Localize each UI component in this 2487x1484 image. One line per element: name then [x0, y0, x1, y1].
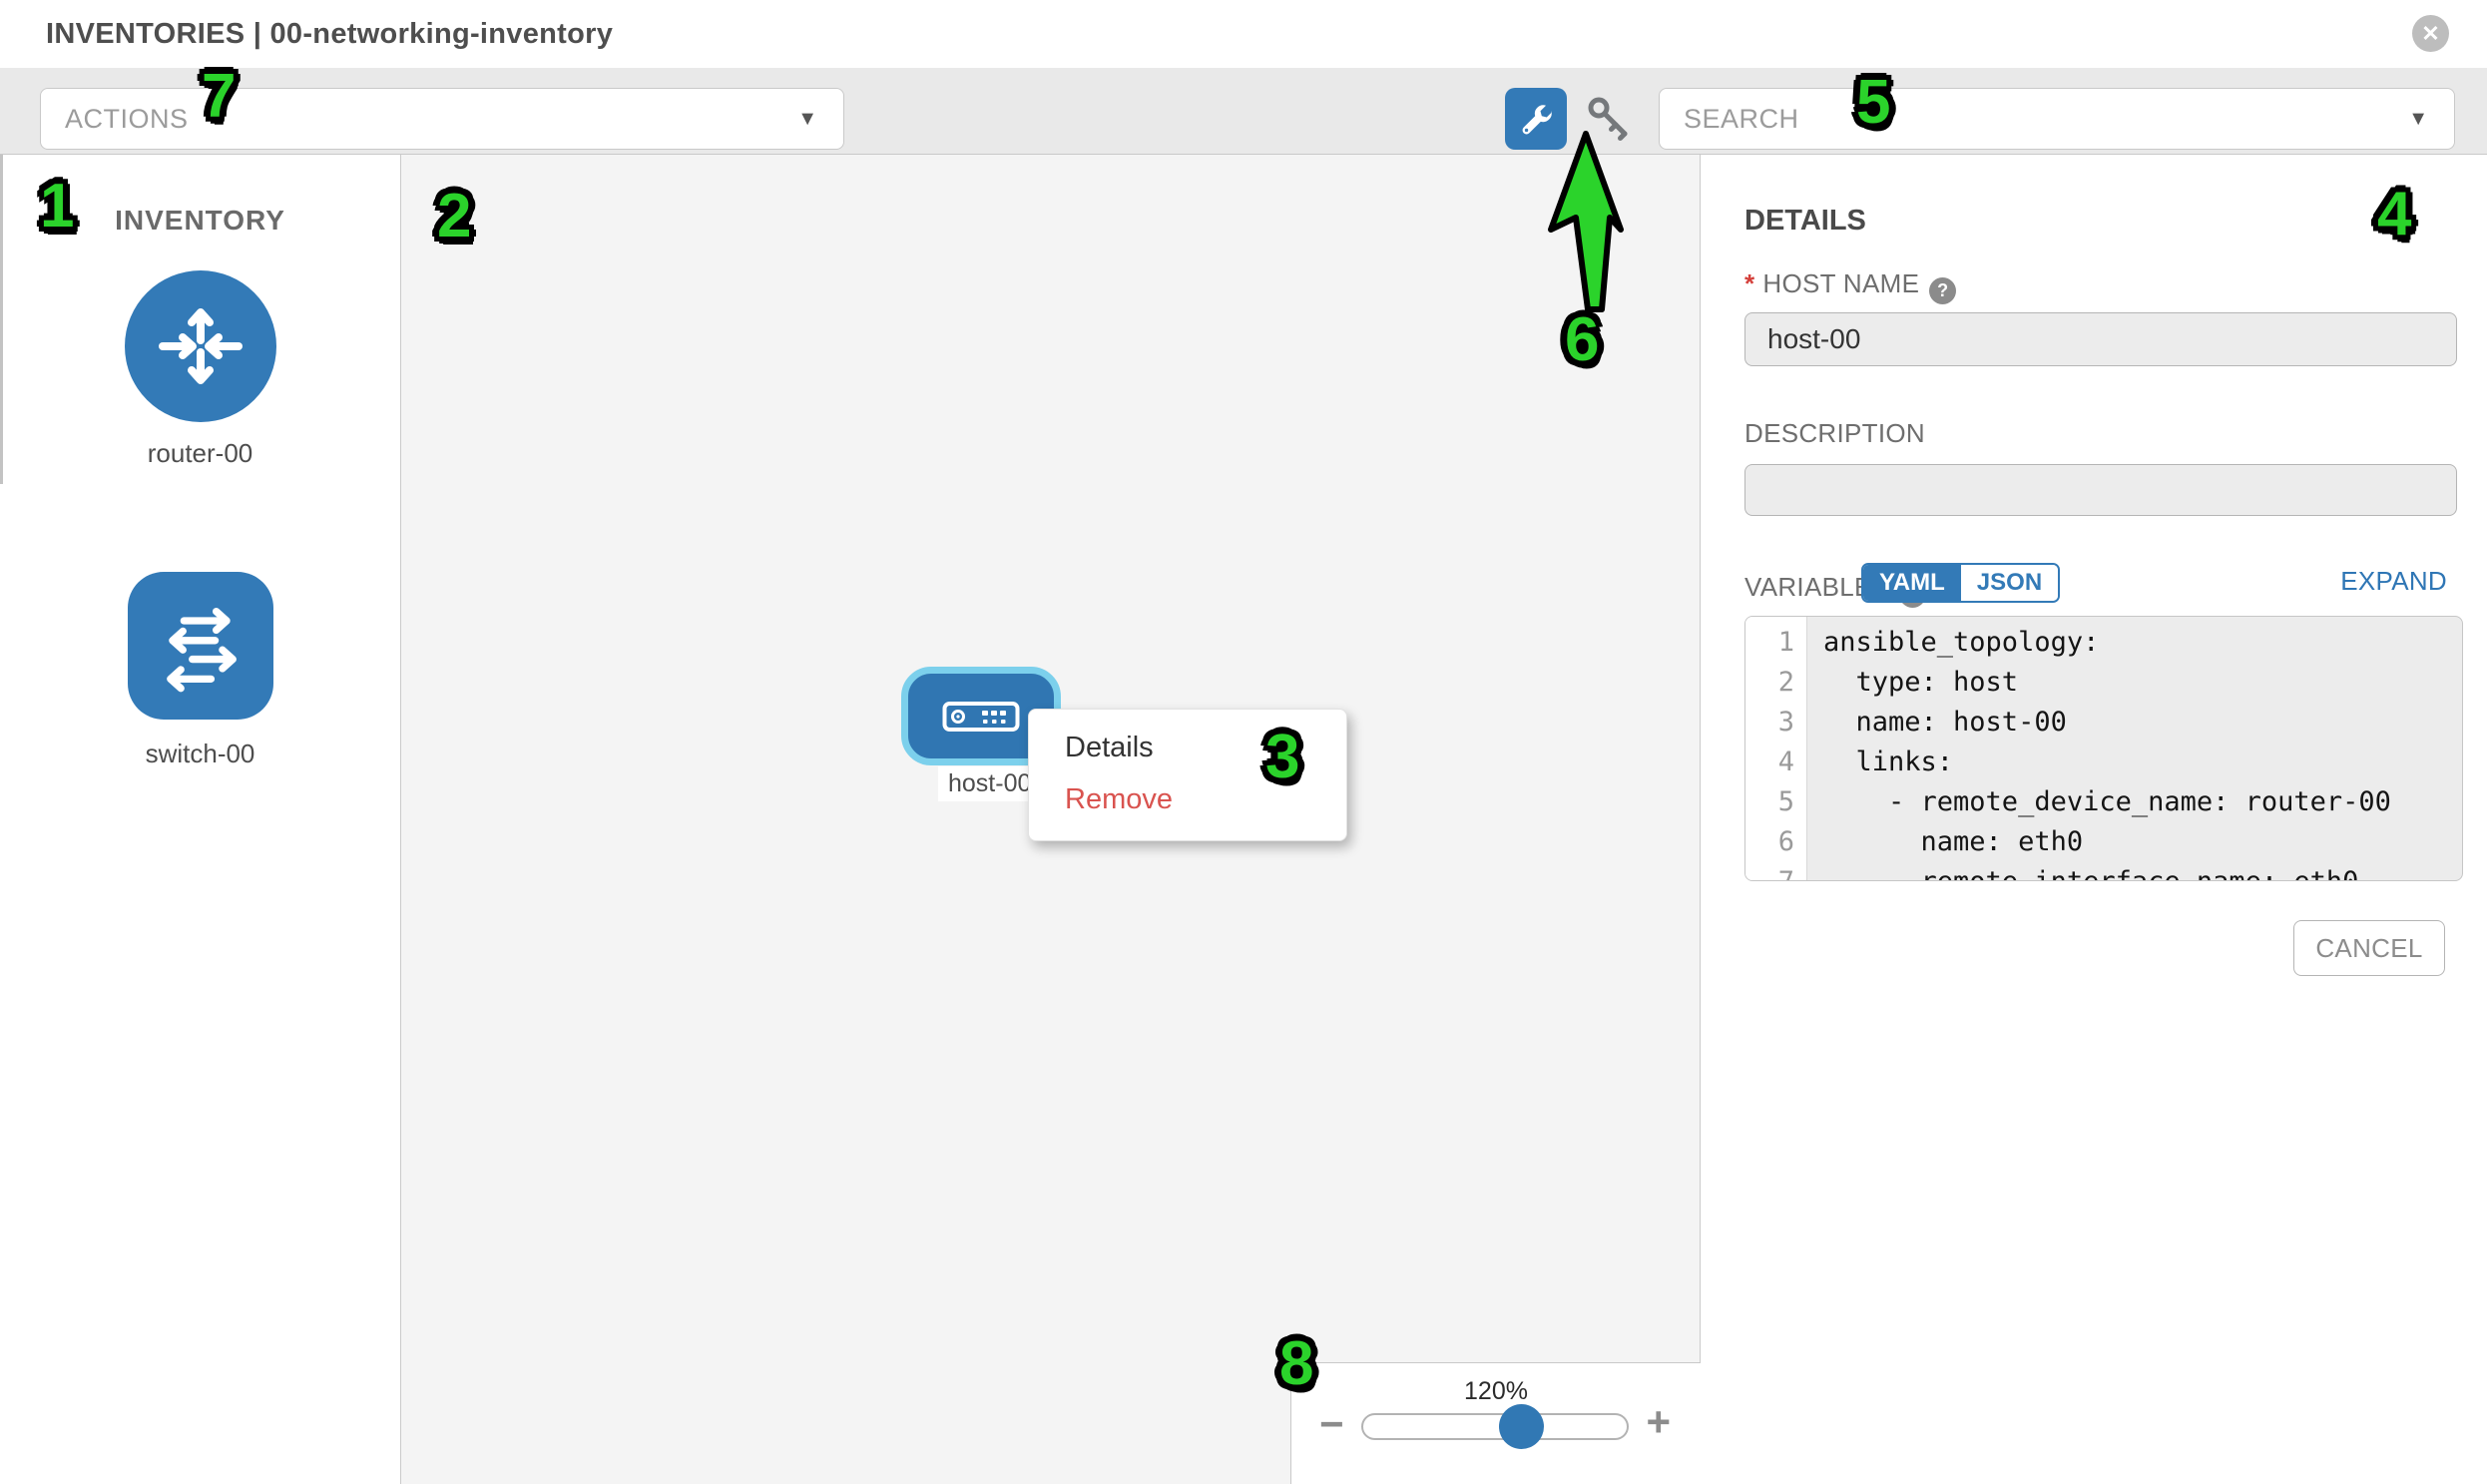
- code-content: ansible_topology: type: host name: host-…: [1807, 617, 2462, 880]
- details-title: DETAILS: [1744, 205, 1866, 237]
- zoom-out-button[interactable]: −: [1319, 1400, 1344, 1447]
- code-line: name: eth0: [1823, 826, 2084, 857]
- zoom-level-value: 120%: [1464, 1377, 1528, 1405]
- palette-title: INVENTORY: [115, 205, 285, 236]
- page-title: INVENTORIES | 00-networking-inventory: [46, 18, 614, 50]
- actions-dropdown[interactable]: ACTIONS ▼: [40, 88, 844, 150]
- host-node-label: host-00: [938, 766, 1042, 801]
- details-panel: DETAILS *HOST NAME? DESCRIPTION VARIABLE…: [1701, 155, 2487, 1484]
- inventory-palette: INVENTORY router-00: [0, 155, 401, 1484]
- annotation-8: 8: [1279, 1329, 1314, 1398]
- cancel-button[interactable]: CANCEL: [2293, 920, 2445, 976]
- annotation-6: 6: [1565, 305, 1600, 374]
- topology-canvas[interactable]: host-00 Details Remove 120% − +: [401, 155, 1701, 1484]
- code-line: name: host-00: [1823, 707, 2067, 738]
- zoom-slider-thumb[interactable]: [1499, 1404, 1545, 1449]
- actions-dropdown-label: ACTIONS: [65, 104, 189, 134]
- code-gutter: 1 2 3 4 5 6 7: [1745, 617, 1807, 880]
- code-line-number: 2: [1777, 667, 1794, 698]
- code-line: ansible_topology:: [1823, 627, 2100, 658]
- annotation-3: 3: [1265, 723, 1300, 791]
- zoom-widget: 120% − +: [1290, 1362, 1701, 1484]
- menu-item-details[interactable]: Details: [1065, 732, 1154, 763]
- code-line-number: 5: [1777, 786, 1794, 817]
- code-line-number: 7: [1745, 862, 1806, 880]
- host-name-input[interactable]: [1744, 312, 2457, 366]
- code-line-number: 3: [1777, 707, 1794, 738]
- credentials-button[interactable]: [1583, 92, 1637, 146]
- description-input[interactable]: [1744, 464, 2457, 516]
- host-name-label: HOST NAME: [1762, 268, 1920, 298]
- code-line-number: 1: [1777, 627, 1794, 658]
- palette-item-label: router-00: [147, 438, 253, 468]
- palette-item-label: switch-00: [145, 739, 255, 768]
- toolbar: ACTIONS ▼: [0, 68, 2487, 155]
- search-dropdown-label: SEARCH: [1684, 104, 1799, 134]
- description-label: DESCRIPTION: [1744, 418, 1925, 448]
- code-line: links:: [1823, 746, 1954, 777]
- annotation-arrow: [1537, 118, 1637, 322]
- zoom-slider[interactable]: [1361, 1404, 1629, 1449]
- code-line: - remote_device_name: router-00: [1823, 786, 2391, 817]
- node-context-menu: Details Remove: [1028, 709, 1347, 841]
- code-line: remote_interface_name: eth0: [1823, 862, 2462, 880]
- menu-item-remove[interactable]: Remove: [1065, 783, 1173, 815]
- format-tab-yaml[interactable]: YAML: [1863, 565, 1961, 601]
- tools-button[interactable]: [1505, 88, 1567, 150]
- format-tab-json[interactable]: JSON: [1960, 565, 2059, 601]
- code-line: type: host: [1823, 667, 2019, 698]
- annotation-4: 4: [2377, 180, 2412, 248]
- zoom-in-button[interactable]: +: [1646, 1398, 1671, 1445]
- annotation-7: 7: [202, 62, 237, 131]
- code-line-number: 4: [1777, 746, 1794, 777]
- chevron-down-icon: ▼: [797, 108, 817, 130]
- header: INVENTORIES | 00-networking-inventory ✕: [0, 0, 2487, 68]
- chevron-down-icon: ▼: [2408, 108, 2428, 130]
- expand-link[interactable]: EXPAND: [2340, 566, 2447, 596]
- host-name-label-row: * HOST NAME?: [1744, 268, 1957, 304]
- palette-item-switch[interactable]: [128, 572, 273, 720]
- format-toggle: YAML JSON: [1861, 563, 2061, 603]
- annotation-2: 2: [437, 182, 472, 250]
- annotation-5: 5: [1856, 68, 1891, 137]
- scrollbar[interactable]: [0, 155, 3, 484]
- close-icon[interactable]: ✕: [2412, 15, 2449, 52]
- annotation-1: 1: [40, 172, 75, 241]
- code-line-number: 6: [1777, 826, 1794, 857]
- key-icon: [1583, 97, 1637, 150]
- palette-item-router[interactable]: [125, 270, 276, 422]
- search-dropdown[interactable]: SEARCH ▼: [1659, 88, 2455, 150]
- variables-code-editor[interactable]: 1 2 3 4 5 6 7 ansible_topology: type: host nam…: [1744, 616, 2463, 881]
- help-icon[interactable]: ?: [1929, 277, 1957, 304]
- required-asterisk: *: [1744, 268, 1755, 298]
